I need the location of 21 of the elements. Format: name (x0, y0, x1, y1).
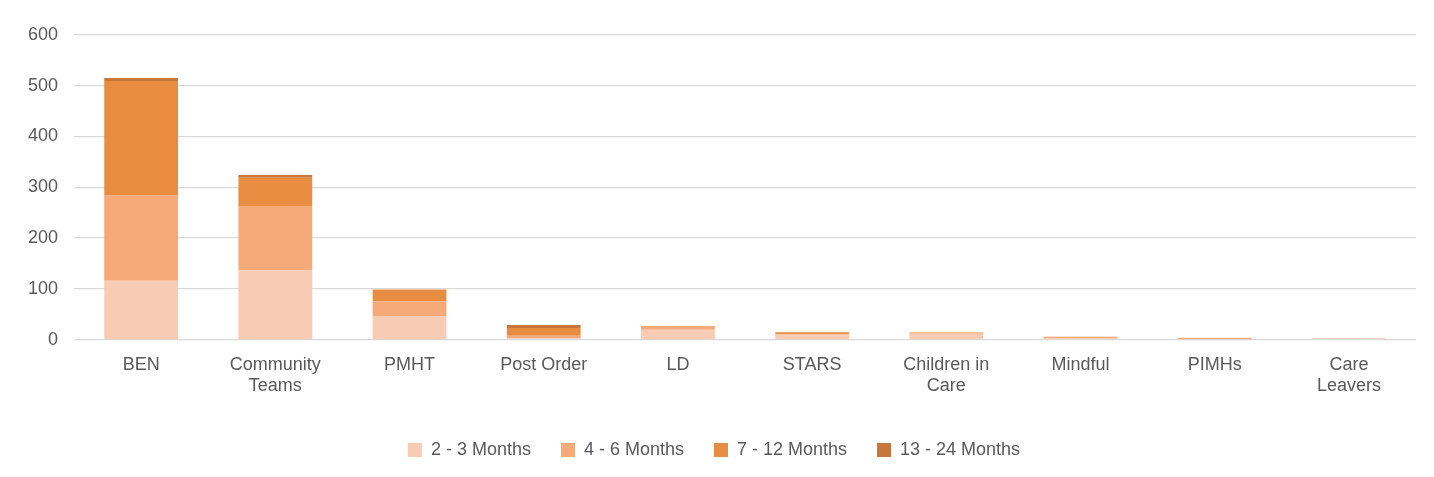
x-tick-label: Care Leavers (1316, 353, 1381, 396)
y-tick-label: 600 (27, 23, 59, 44)
y-tick-label: 100 (27, 277, 59, 298)
legend-label: 4 - 6 Months (583, 438, 684, 459)
x-tick-label: PMHT (384, 353, 436, 374)
legend-label: 2 - 3 Months (430, 438, 531, 459)
legend-label: 13 - 24 Months (900, 438, 1021, 459)
x-tick-label: BEN (122, 353, 160, 374)
x-tick-label: Children in Care (903, 353, 990, 396)
legend-label: 7 - 12 Months (736, 438, 848, 459)
x-tick-label: Mindful (1051, 353, 1110, 374)
y-tick-label: 500 (27, 74, 59, 95)
x-tick-label: STARS (782, 353, 842, 374)
x-tick-label: Post Order (500, 353, 588, 374)
y-tick-label: 200 (27, 227, 59, 248)
y-tick-label: 400 (27, 125, 59, 146)
y-tick-label: 300 (27, 176, 59, 197)
x-tick-label: LD (666, 353, 690, 374)
y-tick-label: 0 (48, 328, 59, 349)
x-tick-label: PIMHs (1187, 353, 1242, 374)
x-tick-label: Community Teams (229, 353, 321, 396)
